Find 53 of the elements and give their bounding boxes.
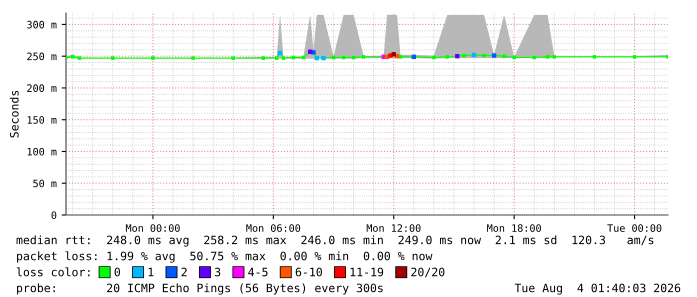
point	[231, 56, 235, 60]
text: packet loss: 1.99 % avg 50.75 % max 0.00 % min 0.00 % now	[17, 251, 432, 263]
x-tick-label: Tue 00:00	[607, 224, 662, 232]
x-tick-label: Mon 12:00	[366, 224, 421, 232]
point	[332, 56, 336, 60]
x-tick-label: Mon 06:00	[246, 224, 300, 232]
point	[512, 56, 516, 60]
point	[532, 56, 536, 60]
legend-label: 1	[148, 268, 154, 276]
y-axis-title: Seconds	[10, 90, 19, 138]
legend-label: 4-5	[248, 268, 268, 276]
point	[151, 56, 155, 60]
x-tick-label: Mon 18:00	[487, 224, 541, 232]
point	[70, 55, 74, 59]
point	[282, 56, 286, 60]
legend-label: 11-19	[350, 268, 384, 276]
point	[292, 56, 296, 60]
text: median rtt: 248.0 ms avg 258.2 ms max 246.0 ms min 249.0 ms now 2.1 ms sd 120.3 am/s	[16, 235, 654, 247]
point	[362, 55, 366, 59]
y-tick-label: 200 m	[27, 84, 56, 92]
legend-label: 0	[114, 268, 120, 276]
legend-label: 20/20	[411, 268, 444, 278]
y-tick-label: 150 m	[28, 116, 56, 124]
point	[342, 56, 346, 60]
legend-label: 6-10	[296, 268, 322, 276]
point	[546, 55, 550, 59]
point	[111, 56, 115, 60]
text: Tue Aug 4 01:40:03 2026	[514, 284, 680, 295]
legend-label: 2	[182, 268, 187, 276]
point	[432, 56, 436, 60]
point	[482, 54, 486, 58]
text: probe: 20 ICMP Echo Pings (56 Bytes) every 300s	[17, 283, 383, 295]
point	[262, 56, 266, 60]
y-tick-label: 0	[52, 211, 56, 220]
y-tick-label: 50 m	[33, 180, 56, 188]
point	[191, 56, 195, 60]
point	[78, 56, 82, 60]
point	[302, 56, 306, 60]
y-tick-label: 300 m	[27, 20, 56, 28]
point	[552, 55, 556, 59]
point	[352, 56, 356, 60]
y-tick-label: 100 m	[28, 148, 56, 156]
legend-title: loss color:	[16, 267, 90, 276]
point	[632, 55, 636, 59]
point	[502, 54, 506, 58]
point	[274, 56, 278, 60]
point	[462, 54, 466, 58]
y-tick-label: 250 m	[27, 52, 56, 60]
legend-label: 3	[214, 268, 220, 276]
line-series	[66, 51, 668, 60]
point	[592, 55, 596, 59]
point	[446, 55, 450, 59]
x-tick-label: Mon 00:00	[126, 224, 180, 232]
